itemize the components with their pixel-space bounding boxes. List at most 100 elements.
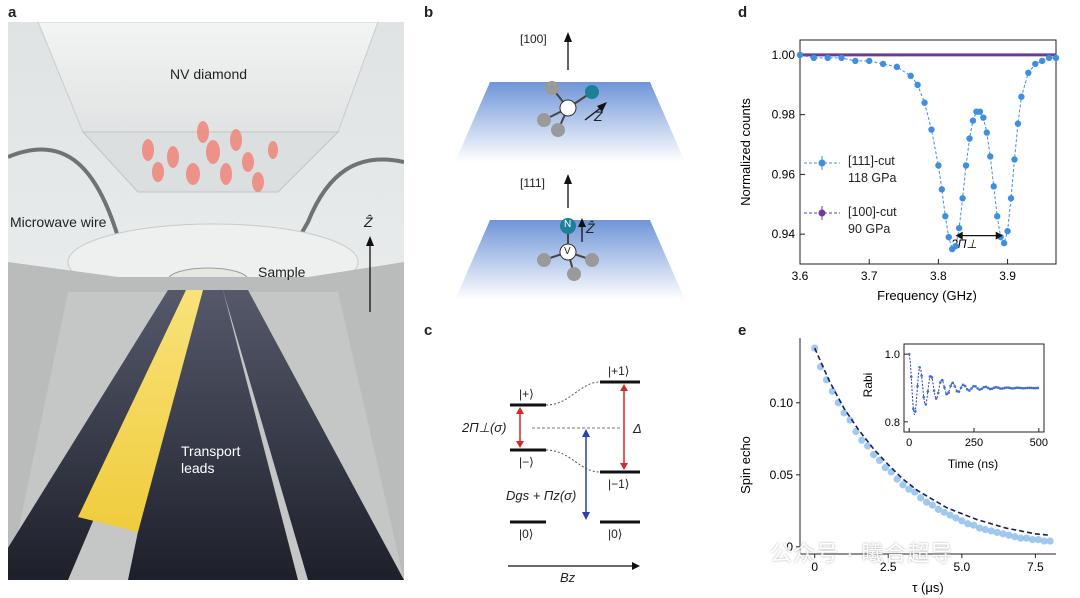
rabi-point: [1028, 386, 1031, 390]
series-111-point: [893, 63, 901, 71]
series-111-point: [838, 54, 845, 62]
rabi-point: [938, 381, 942, 384]
chart-e-xlabel: τ (μs): [912, 580, 943, 595]
series-111-point: [1004, 227, 1011, 235]
spin-echo-point: [828, 387, 836, 395]
rabi-point: [980, 387, 984, 391]
series-111-point: [907, 72, 914, 80]
z-axis-label-b-bottom: Ẑ: [586, 220, 595, 236]
rabi-point: [992, 386, 996, 389]
nv-molecule-100: [537, 81, 599, 137]
transport-label: Transport: [181, 443, 241, 459]
delta-label: Δ: [633, 421, 642, 436]
rabi-point: [918, 365, 921, 369]
series-111-point: [824, 54, 831, 62]
legend-111-name: [111]-cut: [848, 154, 895, 168]
spin-echo-point: [952, 514, 960, 522]
chart-e-ytick-label: 0.10: [770, 396, 794, 410]
chart-e-xtick-label: 0: [811, 560, 818, 574]
rabi-point: [970, 387, 973, 390]
series-111-line: [799, 54, 1056, 250]
spin-echo-point: [881, 464, 889, 472]
rabi-point: [1007, 386, 1011, 390]
series-111-point: [966, 135, 973, 142]
series-111-point: [993, 213, 1001, 220]
series-111-point: [935, 162, 942, 169]
rabi-point: [934, 397, 938, 400]
chart-e-xtick-label: 7.5: [1027, 560, 1044, 574]
rabi-point: [1003, 386, 1006, 390]
series-111-point: [1038, 57, 1046, 65]
rabi-point: [1032, 386, 1035, 390]
panel-letter-d: d: [738, 4, 748, 21]
rabi-point: [972, 384, 975, 388]
rabi-point: [1005, 386, 1008, 389]
rabi-point: [916, 384, 919, 388]
rabi-point: [947, 391, 950, 394]
bz-label: Bz: [560, 570, 576, 585]
rabi-point: [922, 395, 926, 399]
rabi-point: [1009, 386, 1013, 390]
spin-echo-point: [858, 436, 866, 444]
spin-echo-point: [946, 511, 954, 519]
chart-d-xtick-label: 3.9: [999, 269, 1016, 283]
chart-d-xtick-label: 3.8: [930, 269, 947, 283]
spin-echo-point: [869, 451, 878, 459]
chart-d-ytick-label: 0.96: [772, 167, 796, 181]
rabi-point: [941, 378, 944, 382]
series-111-point: [1045, 54, 1053, 62]
rabi-point: [1013, 386, 1017, 390]
series-111-point: [879, 60, 887, 68]
series-111-point: [962, 162, 970, 169]
legend-100-name: [100]-cut: [848, 205, 897, 219]
spin-echo-point: [1046, 537, 1054, 545]
spin-echo-point: [893, 475, 901, 483]
vacancy-label: V: [564, 246, 571, 257]
inset-xtick-label: 0: [906, 437, 912, 449]
series-111-point: [938, 186, 946, 193]
rabi-point: [907, 352, 911, 356]
state-zero-left: |0⟩: [519, 527, 534, 541]
state-minus1: |−1⟩: [608, 477, 630, 491]
nv-diamond-label: NV diamond: [170, 66, 248, 82]
chart-e-inset-xlabel: Time (ns): [948, 457, 998, 471]
spin-echo-point: [1005, 531, 1013, 539]
rabi-point: [986, 386, 990, 390]
chart-d: Normalized counts Frequency (GHz) 2Π⊥ 3.…: [738, 39, 1060, 303]
rabi-point: [988, 387, 992, 391]
rabi-point: [924, 403, 928, 406]
rabi-point: [1034, 386, 1038, 390]
z-axis-label-b-top: Ẑ: [594, 108, 603, 124]
rabi-point: [926, 390, 930, 393]
chart-d-ytick-label: 0.98: [772, 108, 796, 122]
series-111-point: [1018, 93, 1025, 100]
chart-e-xtick-label: 2.5: [880, 560, 897, 574]
panel-letter-c: c: [424, 322, 433, 339]
series-111-point: [959, 195, 966, 202]
rabi-point: [1015, 386, 1019, 390]
splitting-arrowhead-right: [995, 231, 1003, 240]
state-plus: |+⟩: [519, 387, 534, 401]
rabi-point: [978, 388, 982, 391]
spin-echo-point: [964, 520, 972, 528]
spin-echo-point: [905, 485, 913, 493]
transport-lead-3: [223, 290, 404, 580]
spin-echo-point: [999, 530, 1007, 538]
rabi-point: [928, 375, 932, 378]
nv-center-markers: [142, 121, 278, 192]
rabi-point: [961, 383, 965, 387]
rabi-point: [1019, 386, 1023, 390]
series-111-point: [1014, 120, 1022, 127]
rabi-point: [968, 389, 971, 392]
series-111-point: [1032, 60, 1039, 68]
gold-lead: [78, 290, 203, 532]
spin-echo-point: [934, 505, 942, 513]
panel-letter-b: b: [424, 4, 434, 21]
spin-echo-point: [958, 517, 966, 525]
chart-e-xtick-label: 5.0: [953, 560, 970, 574]
rabi-point: [909, 375, 913, 378]
rabi-point: [945, 392, 948, 396]
series-111-point: [796, 51, 804, 59]
rabi-point: [994, 385, 998, 389]
inset-xtick-label: 250: [965, 437, 983, 449]
